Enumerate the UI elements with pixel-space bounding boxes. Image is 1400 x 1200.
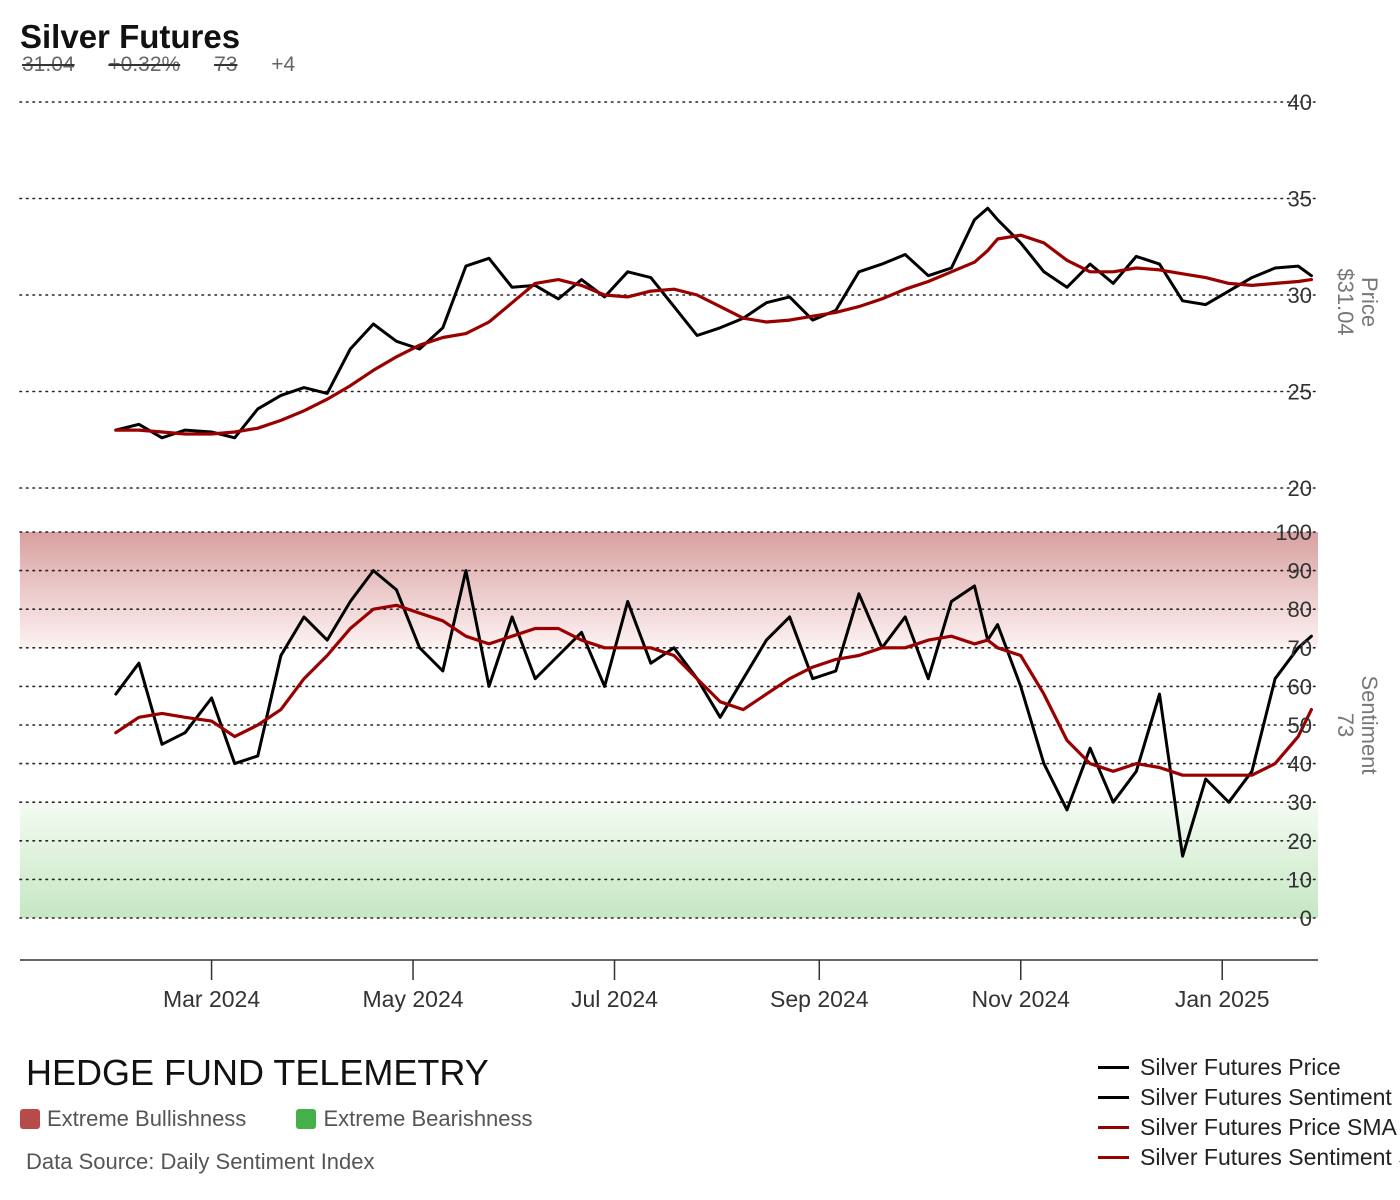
legend-label: Silver Futures Sentiment <box>1140 1083 1392 1110</box>
price-sma-line <box>114 233 1314 436</box>
zone-key-label: Extreme Bearishness <box>323 1106 533 1131</box>
legend-line-icon <box>1098 1125 1129 1129</box>
sentiment-tick-label: 30 <box>1288 790 1312 815</box>
price-tick-label: 25 <box>1288 380 1312 405</box>
chart-title: Silver Futures <box>20 18 241 55</box>
legend-item-price[interactable]: Silver Futures Price <box>1098 1052 1400 1082</box>
legend-line-icon <box>1098 1155 1129 1159</box>
legend-item-sentiment-sma[interactable]: Silver Futures Sentiment SMA <box>1098 1142 1400 1172</box>
x-axis-tick-label: Mar 2024 <box>163 986 260 1012</box>
x-axis-tick-label: Sep 2024 <box>770 986 869 1012</box>
price-tick-label: 40 <box>1288 90 1312 115</box>
sentiment-axis-title: Sentiment <box>1357 675 1382 774</box>
bearish-swatch <box>296 1109 317 1129</box>
price-last-value: $31.04 <box>1333 268 1358 335</box>
sentiment-tick-label: 80 <box>1288 597 1312 622</box>
x-axis-tick-label: Jul 2024 <box>571 986 658 1012</box>
bullish-swatch <box>20 1109 40 1129</box>
price-tick-label: 20 <box>1288 476 1312 501</box>
zone-key-bearish: Extreme Bearishness <box>296 1106 533 1132</box>
price-value: 31.04 <box>22 53 75 76</box>
x-axis-tick-label: May 2024 <box>363 986 464 1012</box>
sentiment-tick-label: 60 <box>1288 674 1312 699</box>
legend-label: Silver Futures Price SMA <box>1140 1113 1397 1140</box>
sentiment-tick-label: 70 <box>1288 636 1312 661</box>
chart-canvas: 20 25 30 35 40 0 10 20 30 40 50 60 70 80 90 100 Price$31… <box>19 90 1382 1012</box>
sentiment-tick-label: 100 <box>1275 520 1312 545</box>
zone-key-label: Extreme Bullishness <box>47 1106 247 1131</box>
sentiment-tick-label: 40 <box>1288 752 1312 777</box>
sentiment-sma-line <box>114 603 1314 777</box>
brand-name: HEDGE FUND TELEMETRY <box>26 1052 489 1093</box>
sentiment-tick-label: 0 <box>1300 906 1312 931</box>
price-change: +0.32% <box>108 53 181 76</box>
price-tick-label: 30 <box>1288 283 1312 308</box>
sentiment-value: 73 <box>214 53 238 76</box>
price-axis-title: Price <box>1357 277 1382 327</box>
sentiment-tick-label: 20 <box>1288 829 1312 854</box>
legend-line-icon <box>1098 1065 1129 1069</box>
sentiment-tick-label: 90 <box>1288 559 1312 584</box>
sentiment-last-value: 73 <box>1333 713 1358 737</box>
legend-item-sentiment[interactable]: Silver Futures Sentiment <box>1098 1082 1400 1112</box>
header-stats: 31.04 +0.32% 73 +4 <box>22 53 323 77</box>
legend-label: Silver Futures Sentiment SMA <box>1140 1143 1400 1170</box>
extreme-bullish-zone <box>20 532 1318 648</box>
x-axis-tick-label: Jan 2025 <box>1175 986 1270 1012</box>
legend-item-price-sma[interactable]: Silver Futures Price SMA <box>1098 1112 1400 1142</box>
sentiment-change: +4 <box>271 53 296 76</box>
data-source: Data Source: Daily Sentiment Index <box>26 1149 375 1174</box>
sentiment-tick-label: 10 <box>1288 867 1312 892</box>
sentiment-line <box>114 569 1313 858</box>
zone-key-bullish: Extreme Bullishness <box>20 1106 246 1132</box>
x-axis-tick-label: Nov 2024 <box>972 986 1071 1012</box>
legend-label: Silver Futures Price <box>1140 1053 1341 1080</box>
legend-line-icon <box>1098 1095 1129 1099</box>
legend: Silver Futures Price Silver Futures Sent… <box>1098 1052 1400 1172</box>
extreme-bearish-zone <box>20 802 1318 918</box>
price-line <box>114 206 1313 440</box>
sentiment-tick-label: 50 <box>1288 713 1312 738</box>
zone-key: Extreme Bullishness Extreme Bearishness <box>20 1106 577 1135</box>
price-tick-label: 35 <box>1288 187 1312 212</box>
